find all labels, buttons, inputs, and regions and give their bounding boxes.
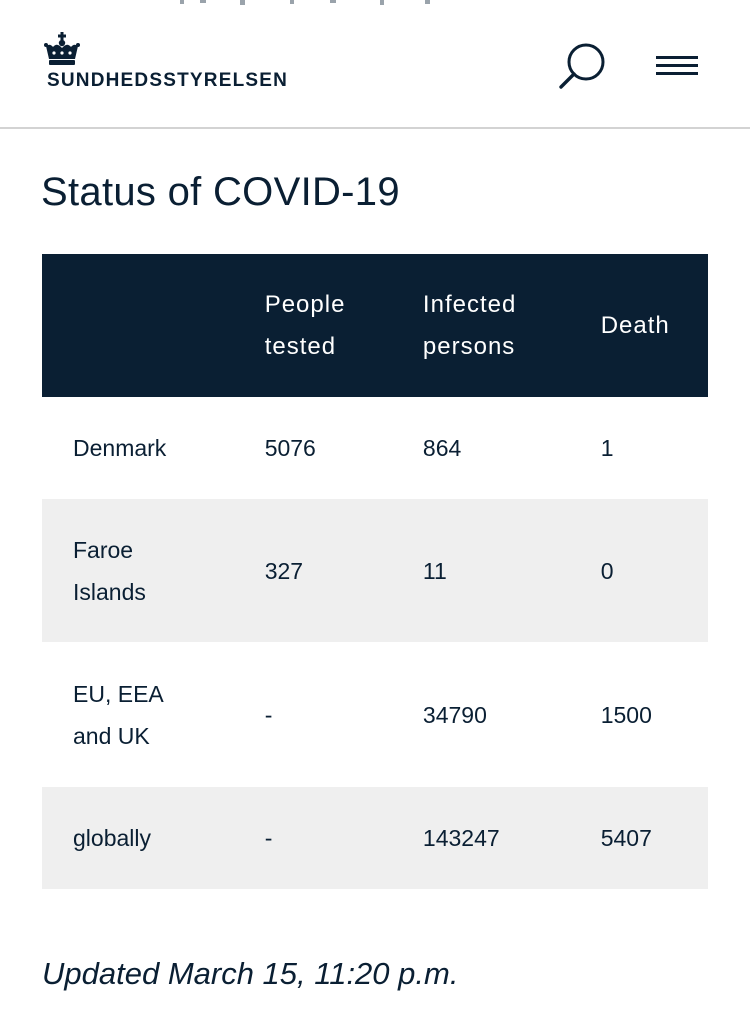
hamburger-menu-icon: [656, 56, 698, 59]
site-header: SUNDHEDSSTYRELSEN: [0, 0, 750, 129]
search-button[interactable]: [556, 40, 610, 92]
cropped-content-remnant: [180, 0, 430, 5]
cell-infected-persons: 34790: [422, 701, 487, 728]
cell-people-tested: 5076: [264, 435, 316, 461]
cell-people-tested: -: [264, 825, 273, 851]
search-icon: [559, 43, 605, 89]
cell-death: 1500: [600, 701, 652, 728]
table-header-row: People tested Infected persons Death: [42, 254, 708, 397]
cell-infected-persons: 143247: [422, 825, 500, 851]
table-row: Denmark 5076 864 1: [42, 397, 708, 499]
hamburger-menu-button[interactable]: [652, 52, 702, 80]
table-row: globally - 143247 5407: [42, 787, 708, 889]
cell-region: EU, EEA and UK: [73, 680, 163, 749]
table-row: EU, EEA and UK - 34790 1500: [42, 642, 708, 787]
cell-death: 1: [600, 435, 614, 461]
header-infected-persons: Infected persons: [422, 290, 517, 360]
covid-status-table: People tested Infected persons Death Den…: [42, 254, 708, 889]
header-region: [42, 254, 265, 397]
cell-infected-persons: 864: [422, 435, 462, 461]
crown-icon: [44, 32, 80, 65]
cell-infected-persons: 11: [422, 557, 447, 584]
last-updated-text: Updated March 15, 11:20 p.m.: [42, 956, 459, 991]
cell-people-tested: -: [264, 701, 273, 728]
brand-logo-link[interactable]: SUNDHEDSSTYRELSEN: [44, 32, 294, 94]
cell-death: 0: [600, 557, 614, 584]
header-people-tested: People tested: [264, 290, 346, 360]
cell-people-tested: 327: [264, 557, 304, 584]
header-death: Death: [600, 311, 670, 339]
cell-death: 5407: [600, 825, 652, 851]
cell-region: globally: [73, 825, 151, 851]
brand-name: SUNDHEDSSTYRELSEN: [47, 70, 289, 91]
cell-region: Denmark: [73, 435, 167, 461]
page-title: Status of COVID-19: [41, 170, 400, 214]
table-row: Faroe Islands 327 11 0: [42, 499, 708, 642]
cell-region: Faroe Islands: [73, 536, 146, 605]
